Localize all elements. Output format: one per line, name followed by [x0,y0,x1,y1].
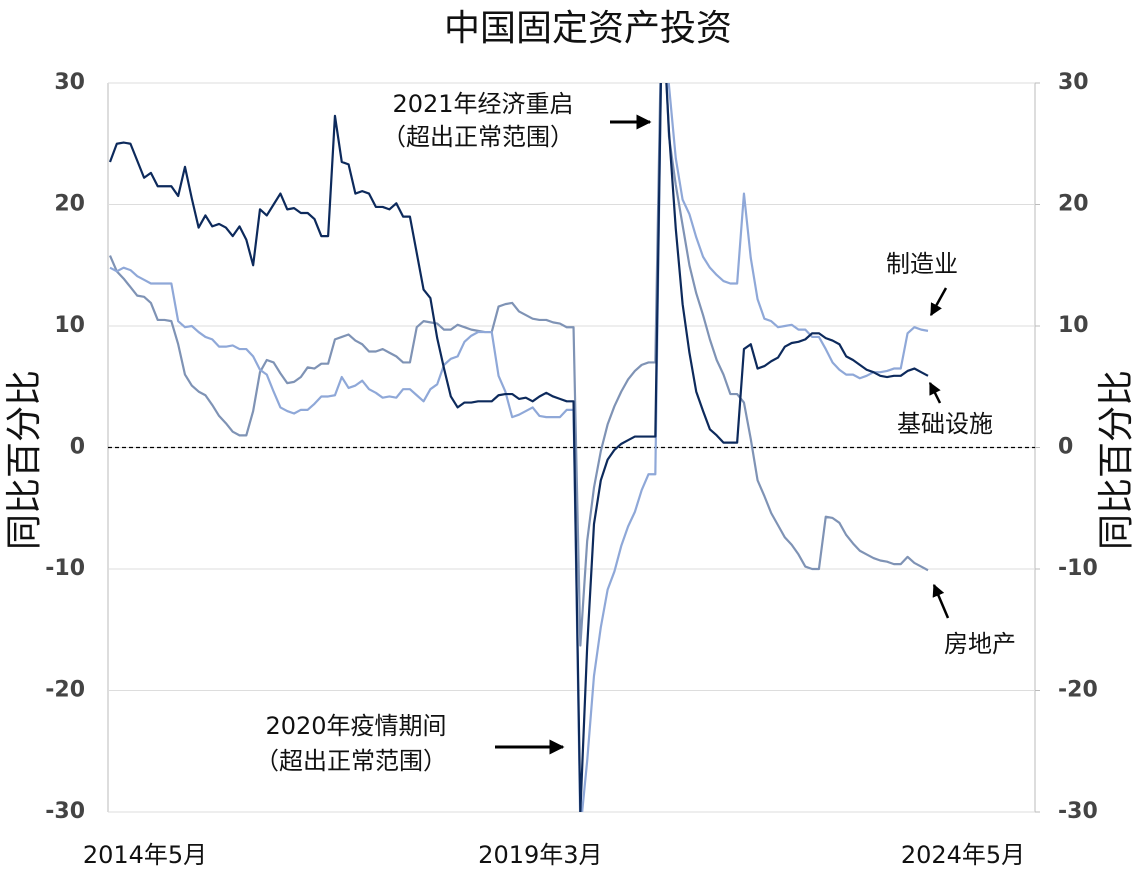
annotation: （超出正常范围） [255,747,447,775]
series-label: 制造业 [886,250,958,278]
series-label: 房地产 [944,630,1016,658]
x-tick-label: 2024年5月 [901,841,1025,869]
y2-tick-label: 0 [1058,435,1073,460]
annotation: 2021年经济重启 [392,90,573,118]
arrow [932,583,950,619]
y-tick-label: 30 [54,70,85,95]
y2-tick-label: 20 [1058,192,1089,217]
series-line [108,83,929,647]
chart-title: 中国固定资产投资 [444,8,732,49]
y2-tick-label: 30 [1058,70,1089,95]
y-tick-label: -30 [45,799,85,824]
y-tick-label: 0 [70,435,85,460]
arrow [928,381,942,404]
arrow [929,287,948,317]
y2-tick-label: -20 [1058,678,1098,703]
series-label: 基础设施 [897,410,993,438]
series-line [108,83,929,812]
annotation: 2020年疫情期间 [265,712,446,740]
x-tick-label: 2014年5月 [83,841,207,869]
annotation: （超出正常范围） [382,123,574,151]
y-tick-label: 10 [54,313,85,338]
y2-tick-label: 10 [1058,313,1089,338]
y-tick-label: 20 [54,192,85,217]
y-tick-label: -20 [45,678,85,703]
y-tick-label: -10 [45,556,85,581]
y-axis-label: 同比百分比 [4,370,45,550]
plot-area [108,83,929,812]
y2-tick-label: -10 [1058,556,1098,581]
grid [108,82,1040,813]
series-line [109,83,929,812]
y2-tick-label: -30 [1058,799,1098,824]
y2-axis-label: 同比百分比 [1096,370,1137,550]
x-tick-label: 2019年3月 [478,841,602,869]
